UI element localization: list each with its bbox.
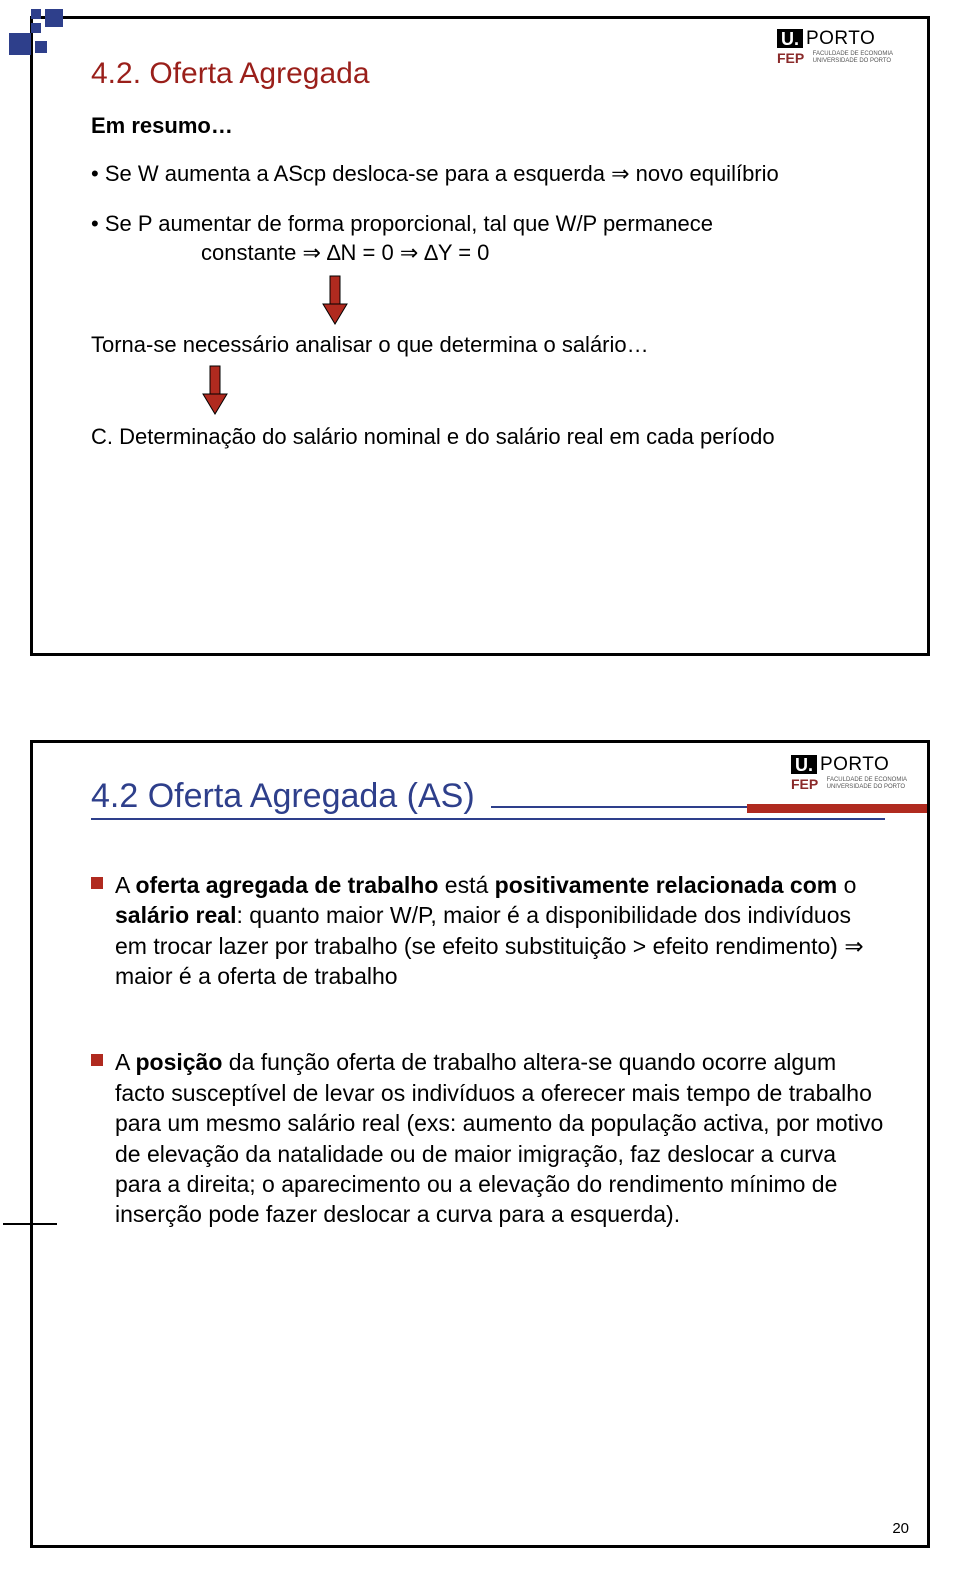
logo-u: U. bbox=[777, 29, 803, 48]
logo-subtitle: FACULDADE DE ECONOMIA UNIVERSIDADE DO PO… bbox=[813, 51, 893, 64]
logo-sub2: UNIVERSIDADE DO PORTO bbox=[813, 58, 891, 64]
uporto-logo: U. PORTO FEP FACULDADE DE ECONOMIA UNIVE… bbox=[777, 29, 893, 66]
logo-sub1: FACULDADE DE ECONOMIA bbox=[813, 51, 893, 57]
slide2-rule bbox=[491, 782, 885, 816]
logo-fep: FEP bbox=[777, 51, 804, 65]
slide2-title-row: 4.2 Oferta Agregada (AS) bbox=[91, 777, 885, 816]
corner-decoration bbox=[9, 9, 69, 59]
slide1-subtitle: Em resumo… bbox=[91, 113, 885, 139]
text: da função oferta de trabalho altera-se q… bbox=[115, 1049, 883, 1227]
slide2-title: 4.2 Oferta Agregada (AS) bbox=[91, 777, 491, 816]
page-number: 20 bbox=[892, 1520, 909, 1537]
down-arrow-icon bbox=[321, 274, 349, 326]
bold-text: posição bbox=[135, 1049, 222, 1075]
slide-1: U. PORTO FEP FACULDADE DE ECONOMIA UNIVE… bbox=[30, 16, 930, 656]
logo-porto: PORTO bbox=[806, 29, 875, 48]
page: U. PORTO FEP FACULDADE DE ECONOMIA UNIVE… bbox=[0, 0, 960, 1590]
logo-porto: PORTO bbox=[820, 755, 889, 774]
text: o bbox=[837, 872, 856, 898]
slide-2: U. PORTO FEP FACULDADE DE ECONOMIA UNIVE… bbox=[30, 740, 930, 1548]
slide2-block-2: A posição da função oferta de trabalho a… bbox=[91, 1047, 885, 1229]
text: está bbox=[438, 872, 494, 898]
left-rule bbox=[3, 1223, 57, 1225]
slide1-bullet-2-cont: constante ⇒ ∆N = 0 ⇒ ∆Y = 0 bbox=[91, 238, 885, 268]
bold-text: salário real bbox=[115, 902, 236, 928]
slide1-bullet-2: • Se P aumentar de forma proporcional, t… bbox=[91, 209, 885, 239]
down-arrow-icon bbox=[201, 364, 229, 416]
logo-u: U. bbox=[791, 755, 817, 774]
slide1-torna: Torna-se necessário analisar o que deter… bbox=[91, 332, 885, 358]
slide1-title: 4.2. Oferta Agregada bbox=[91, 57, 885, 91]
square-bullet-icon bbox=[91, 1054, 103, 1066]
slide2-underline bbox=[91, 818, 885, 820]
square-bullet-icon bbox=[91, 877, 103, 889]
bold-text: positivamente relacionada com bbox=[495, 872, 838, 898]
bold-text: oferta agregada de trabalho bbox=[135, 872, 438, 898]
slide1-section-c: C. Determinação do salário nominal e do … bbox=[91, 424, 885, 450]
slide2-block-1: A oferta agregada de trabalho está posit… bbox=[91, 870, 885, 991]
slide1-bullet-1: • Se W aumenta a AScp desloca-se para a … bbox=[91, 159, 885, 189]
text: A bbox=[115, 1049, 135, 1075]
text: A bbox=[115, 872, 135, 898]
